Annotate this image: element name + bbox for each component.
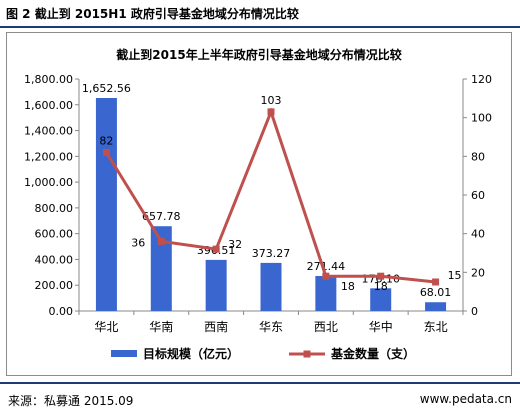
line-point-华中 <box>377 272 385 280</box>
line-value-label: 82 <box>99 134 113 147</box>
y-left-tick-label: 1,200.00 <box>24 150 73 163</box>
bar-value-label: 271.44 <box>307 260 346 273</box>
bar-华东 <box>260 262 282 311</box>
y-left-tick-label: 1,600.00 <box>24 99 73 112</box>
bar-value-label: 1,652.56 <box>82 82 131 95</box>
y-left-tick-label: 400.00 <box>35 253 74 266</box>
y-left-tick-label: 1,400.00 <box>24 125 73 138</box>
legend-label-line: 基金数量（支） <box>330 346 415 361</box>
bottom-rule <box>0 382 520 384</box>
legend-marker-line <box>303 350 311 358</box>
y-left-tick-label: 200.00 <box>35 279 74 292</box>
line-value-label: 32 <box>228 238 242 251</box>
figure-title: 图 2 截止到 2015H1 政府引导基金地域分布情况比较 <box>6 7 299 21</box>
bar-value-label: 68.01 <box>420 286 452 299</box>
y-left-tick-label: 600.00 <box>35 228 74 241</box>
line-value-label: 103 <box>261 94 282 107</box>
line-value-label: 36 <box>131 236 145 249</box>
y-right-tick-label: 120 <box>471 73 492 86</box>
line-point-华南 <box>157 237 165 245</box>
y-right-tick-label: 40 <box>471 228 485 241</box>
y-right-tick-label: 20 <box>471 266 485 279</box>
chart-title: 截止到2015年上半年政府引导基金地域分布情况比较 <box>116 47 401 62</box>
x-tick-label: 西北 <box>314 320 338 334</box>
line-value-label: 18 <box>374 280 388 293</box>
x-tick-label: 西南 <box>204 319 228 334</box>
y-right-tick-label: 60 <box>471 189 485 202</box>
website-text: www.pedata.cn <box>419 392 512 406</box>
line-point-华东 <box>267 108 275 116</box>
bar-华南 <box>150 226 172 311</box>
legend-label-bar: 目标规模（亿元） <box>143 346 239 361</box>
x-tick-label: 华南 <box>149 319 173 334</box>
x-tick-label: 华中 <box>369 319 393 334</box>
x-tick-label: 华东 <box>259 320 283 334</box>
line-point-西南 <box>212 245 220 253</box>
line-value-label: 15 <box>448 269 462 282</box>
combo-chart: 截止到2015年上半年政府引导基金地域分布情况比较 0.00 200.00 400.… <box>24 47 492 361</box>
bar-value-label: 373.27 <box>252 247 291 260</box>
bar-西南 <box>205 259 227 311</box>
bar-华北 <box>95 98 117 311</box>
source-text: 来源：私募通 2015.09 <box>8 394 134 408</box>
line-point-华北 <box>102 148 110 156</box>
x-tick-label: 东北 <box>424 320 448 334</box>
y-right-tick-label: 80 <box>471 150 485 163</box>
bar-华中 <box>370 288 392 311</box>
y-right-tick-label: 0 <box>471 305 478 318</box>
legend-swatch-bar <box>111 350 137 357</box>
bar-东北 <box>425 302 447 311</box>
y-right-tick-label: 100 <box>471 112 492 125</box>
bar-西北 <box>315 276 337 311</box>
y-left-tick-label: 1,000.00 <box>24 176 73 189</box>
line-value-label: 18 <box>341 280 355 293</box>
y-left-tick-label: 1,800.00 <box>24 73 73 86</box>
line-point-西北 <box>322 272 330 280</box>
bar-value-label: 657.78 <box>142 210 181 223</box>
y-left-tick-label: 800.00 <box>35 202 74 215</box>
line-point-东北 <box>432 278 440 286</box>
top-rule <box>0 26 520 28</box>
x-tick-label: 华北 <box>94 320 118 334</box>
chart-container: 截止到2015年上半年政府引导基金地域分布情况比较 0.00 200.00 400.… <box>6 32 512 376</box>
y-left-tick-label: 0.00 <box>49 305 74 318</box>
